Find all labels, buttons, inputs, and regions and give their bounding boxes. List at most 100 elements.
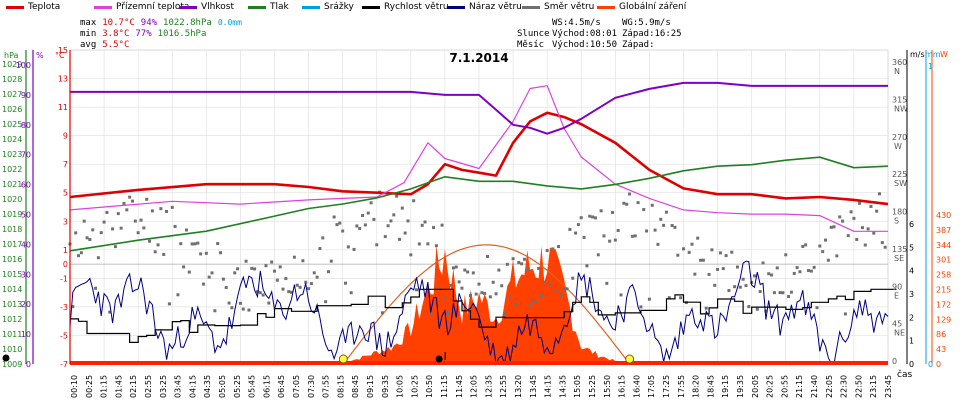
axis-pressure-tick: 1022	[2, 165, 22, 174]
x-axis-tick: 16:40	[632, 375, 641, 398]
wind-direction-point	[662, 223, 666, 227]
wind-direction-point	[102, 220, 106, 224]
x-axis-tick: 12:05	[470, 375, 479, 398]
axis-pressure-tick: 1027	[2, 90, 22, 99]
wind-direction-point	[772, 291, 776, 295]
x-axis-tick: 20:25	[766, 375, 775, 398]
x-axis-tick: 17:25	[662, 375, 671, 398]
stats-max-hum: 94%	[140, 18, 158, 28]
wind-direction-point	[630, 234, 634, 238]
wind-direction-point	[281, 287, 285, 291]
wind-direction-point	[869, 204, 873, 208]
axis-pressure-tick: 1028	[2, 75, 22, 84]
wind-direction-point	[522, 257, 526, 261]
wind-direction-point	[88, 237, 92, 241]
axis-direction-tick: 360	[892, 58, 907, 67]
stats-min-hum: 77%	[135, 29, 152, 39]
wind-direction-point	[451, 266, 455, 270]
wind-direction-point	[275, 278, 279, 282]
x-axis-tick: 07:05	[292, 375, 301, 398]
wind-direction-point	[142, 226, 146, 230]
axis-direction-label: S	[894, 217, 899, 226]
x-axis-tick: 15:50	[603, 375, 612, 398]
wind-direction-point	[415, 288, 419, 292]
x-axis-tick: 14:15	[544, 375, 553, 398]
wind-direction-point	[204, 251, 208, 255]
wind-direction-point	[574, 231, 578, 235]
legend-swatch-rychlost	[362, 5, 380, 9]
wind-direction-point	[233, 271, 237, 275]
axis-direction-label: N	[894, 67, 900, 76]
wind-direction-point	[707, 272, 711, 276]
wind-direction-point	[596, 253, 600, 257]
wind-direction-point	[210, 271, 214, 275]
series-line-0	[69, 111, 889, 206]
legend-swatch-smer	[522, 5, 540, 9]
wind-direction-point	[764, 309, 768, 313]
legend-swatch-srazky	[302, 5, 320, 9]
radiation-area	[339, 244, 629, 364]
wind-direction-point	[741, 277, 745, 281]
wind-direction-point	[693, 272, 697, 276]
wind-direction-point	[273, 269, 276, 273]
x-axis-tick: 03:45	[174, 375, 183, 398]
axis-pressure-tick: 1020	[2, 195, 22, 204]
wind-direction-point	[230, 306, 234, 310]
wind-direction-point	[318, 247, 322, 251]
axis-temperature-tick: 3	[63, 217, 68, 226]
wind-direction-point	[775, 266, 779, 270]
legend-swatch-zareni	[597, 5, 615, 9]
wind-direction-point	[713, 283, 717, 287]
axis-temperature-tick: -1	[60, 274, 68, 283]
wind-direction-point	[221, 277, 225, 281]
wind-direction-point	[503, 312, 507, 316]
axis-rain-tick: 0	[928, 360, 933, 369]
wind-direction-point	[375, 243, 379, 247]
x-axis-tick: 01:45	[114, 375, 123, 398]
stats-avg-label: avg	[80, 40, 97, 50]
x-axis-tick: 08:15	[336, 375, 345, 398]
wind-direction-point	[99, 231, 103, 235]
wind-direction-point	[846, 234, 850, 238]
x-axis-tick: 22:30	[840, 375, 849, 398]
wind-direction-point	[105, 210, 109, 214]
wind-direction-point	[250, 266, 254, 270]
wind-direction-point	[199, 252, 203, 256]
sun-rise: Východ:08:01	[552, 29, 618, 39]
legend-naraz: Náraz větru	[447, 2, 522, 12]
wind-direction-point	[434, 244, 438, 248]
legend-swatch-prizemni	[94, 5, 112, 9]
axis-pressure-tick: 1015	[2, 270, 22, 279]
axis-humidity-tick: 40	[21, 240, 31, 249]
wind-direction-point	[829, 225, 833, 229]
wind-direction-point	[613, 238, 617, 242]
axis-radiation-tick: 172	[936, 300, 951, 309]
wind-direction-point	[724, 254, 728, 258]
wind-direction-point	[826, 258, 830, 262]
x-axis-tick: 06:45	[277, 375, 286, 398]
wind-direction-point	[304, 280, 308, 284]
wind-direction-point	[571, 276, 575, 280]
wind-direction-point	[182, 265, 186, 269]
wind-direction-point	[812, 265, 816, 269]
wind-direction-point	[505, 262, 509, 266]
wind-direction-point	[545, 249, 549, 253]
x-axis-tick: 16:15	[618, 375, 627, 398]
wind-direction-point	[781, 291, 785, 295]
wind-direction-point	[588, 214, 592, 218]
axis-temperature-tick: 13	[58, 75, 68, 84]
axis-humidity-tick: 100	[16, 61, 31, 70]
wind-direction-point	[136, 231, 140, 235]
wind-speed-line	[70, 288, 897, 343]
wind-direction-point	[363, 223, 367, 227]
legend-label-vlhkost: Vlhkost	[201, 2, 234, 12]
x-axis-tick: 18:20	[692, 375, 701, 398]
legend-srazky: Srážky	[302, 2, 354, 12]
wind-direction-point	[815, 306, 819, 310]
axis-humidity-tick: 90	[21, 91, 31, 100]
x-axis-tick: 20:05	[751, 375, 760, 398]
wind-direction-point	[321, 236, 325, 240]
wind-direction-point	[165, 209, 169, 213]
axis-humidity-tick: 30	[21, 270, 31, 279]
wind-direction-point	[517, 260, 521, 264]
